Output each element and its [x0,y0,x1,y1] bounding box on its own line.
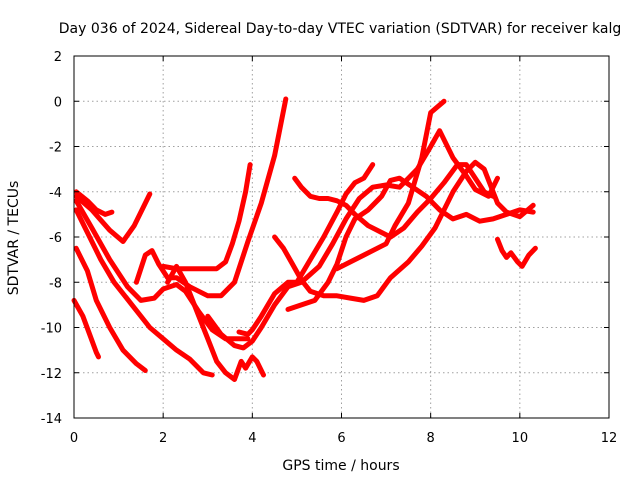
series-line-s1 [71,297,101,360]
chart-title: Day 036 of 2024, Sidereal Day-to-day VTE… [59,21,621,37]
series-line-s7 [133,96,289,299]
series-line-s9 [165,263,266,382]
x-axis-label: GPS time / hours [282,458,399,474]
series-layer [71,96,538,382]
y-axis-label: SDTVAR / TECUs [6,181,22,296]
series-line-s8 [160,162,253,272]
series-line-s15 [334,98,447,272]
x-tick-label: 0 [70,431,78,446]
y-tick-label: 0 [54,95,62,110]
y-tick-label: -8 [49,276,62,291]
series-line-s14 [292,162,496,240]
series-line-s3 [73,207,215,378]
y-tick-label: -2 [49,141,62,156]
x-tick-label: 2 [159,431,167,446]
y-tick-label: -10 [41,322,62,337]
x-tick-label: 8 [427,431,435,446]
series-line-s12 [272,159,536,303]
series-line-s4 [73,189,115,217]
grid-layer [74,56,609,418]
series-line-s2 [73,245,148,373]
y-tick-label: -14 [41,412,62,427]
y-tick-label: 2 [54,50,62,65]
x-tick-label: 12 [601,431,618,446]
x-tick-label: 6 [337,431,345,446]
series-line-s16 [495,236,538,269]
y-tick-label: -4 [49,186,62,201]
series-line-s11 [236,162,376,337]
x-tick-label: 4 [248,431,256,446]
y-tick-label: -6 [49,231,62,246]
x-tick-label: 10 [512,431,529,446]
series-line-s13 [285,175,536,312]
y-tick-label: -12 [41,367,62,382]
series-line-s5 [73,191,153,244]
ticks-layer: 0 2 4 6 8 10 12 2 0 -2 -4 -6 -8 -10 -12 -14 [41,50,618,446]
